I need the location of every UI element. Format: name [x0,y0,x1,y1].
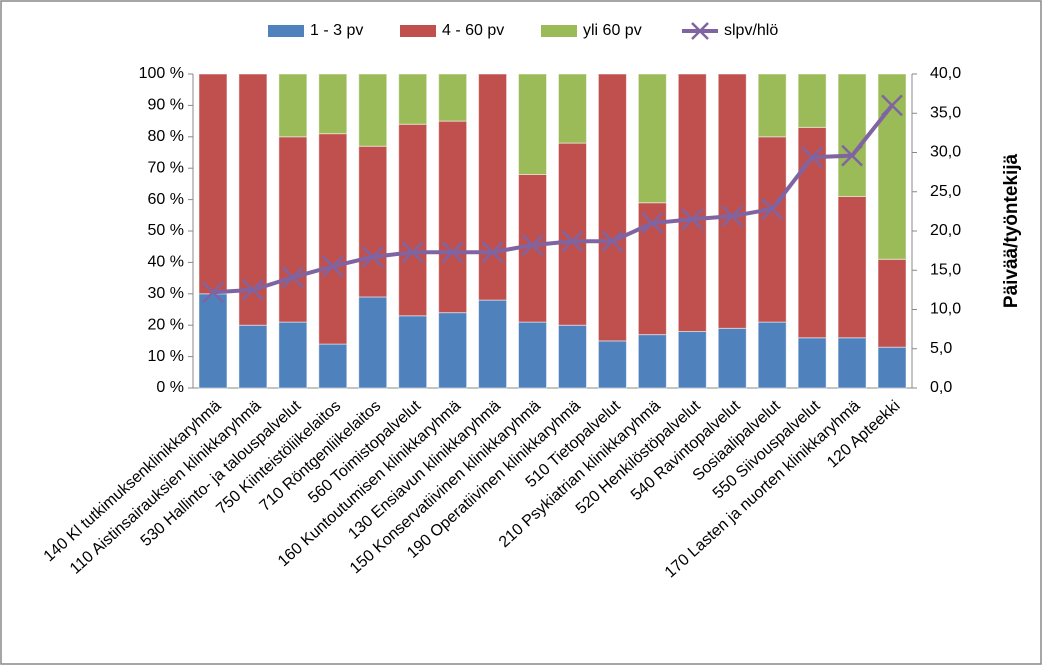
bar-segment [757,321,787,389]
line-marker [601,230,624,253]
line [212,104,894,295]
line-marker [401,241,424,264]
bar-segment [478,299,508,389]
legend-label: yli 60 pv [583,22,642,39]
y-tick-label: 80 % [148,128,184,145]
line-marker [281,266,304,289]
bar-segment [438,312,468,389]
bar-segment [278,73,308,138]
line-marker [881,94,903,117]
legend-swatch [268,25,304,37]
bar-segment [318,133,348,345]
line-marker [561,230,584,253]
legend-swatch [541,25,577,37]
legend-swatch [691,22,709,40]
line-marker [441,241,464,264]
y2-tick-label: 0,0 [930,379,952,396]
y-tick-label: 0 % [156,379,184,396]
y-tick-label: 90 % [148,97,184,114]
line-marker [361,246,384,268]
y-tick-label: 70 % [148,159,184,176]
bar-segment [557,73,587,144]
bar-segment [637,73,667,204]
line-marker [841,144,863,167]
bar-segment [557,142,587,326]
bar-segment [597,73,627,342]
bar-segment [518,73,548,175]
bar-segment [398,73,428,125]
line-marker [521,234,544,257]
y2-tick-label: 40,0 [930,65,961,82]
y-tick-label: 100 % [139,65,184,82]
y2-tick-label: 5,0 [930,340,952,357]
y2-tick-label: 15,0 [930,261,961,278]
bar-segment [358,145,388,298]
legend-label: 1 - 3 pv [310,22,363,39]
line-marker [721,205,744,227]
y2-tick-label: 20,0 [930,222,961,239]
y2-tick-label: 30,0 [930,144,961,161]
line-marker [681,208,704,231]
bar-segment [597,340,627,389]
y-tick-label: 10 % [148,348,184,365]
bar-segment [438,120,468,314]
bar-segment [398,123,428,317]
bar-segment [837,195,867,339]
y-tick-label: 50 % [148,222,184,239]
line-marker [801,146,824,169]
bar-segment [877,346,907,389]
bar-segment [478,73,508,301]
bar-segment [278,321,308,389]
bar-segment [717,327,747,389]
line-marker [481,241,504,264]
bar-segment [837,337,867,389]
bar-segment [238,73,268,326]
bar-segment [238,324,268,389]
bar-segment [757,73,787,138]
bar-segment [438,73,468,122]
y2-tick-label: 10,0 [930,301,961,318]
bar-segment [318,73,348,135]
y2-tick-label: 35,0 [930,104,961,121]
bar-segment [757,136,787,323]
bar-segment [677,330,707,389]
bar-segment [198,73,228,295]
y-tick-label: 30 % [148,285,184,302]
legend-label: 4 - 60 pv [442,22,504,39]
bar-segment [717,73,747,329]
bar-segment [677,73,707,332]
bar-segment [877,73,907,260]
line-marker [202,281,224,304]
bar-segment [877,258,907,348]
bar-segment [797,337,827,389]
line-marker [761,198,784,220]
legend-label: slpv/hlö [724,22,778,39]
line-marker [321,255,344,278]
line-marker [242,278,264,301]
y-tick-label: 20 % [148,316,184,333]
bar-segment [318,343,348,389]
y2-tick-label: 25,0 [930,183,961,200]
bar-segment [557,324,587,389]
bar-segment [837,73,867,197]
bar-segment [358,296,388,389]
legend-swatch [400,25,436,37]
bar-segment [278,136,308,323]
bar-segment [797,73,827,128]
bar-segment [198,293,228,389]
bar-segment [358,73,388,147]
bar-segment [398,315,428,389]
bar-segment [518,321,548,389]
y-tick-label: 40 % [148,254,184,271]
y-tick-label: 60 % [148,191,184,208]
bar-segment [637,334,667,389]
y2-axis-title: Päivää/työntekijä [1001,153,1022,308]
line-marker [641,212,664,235]
